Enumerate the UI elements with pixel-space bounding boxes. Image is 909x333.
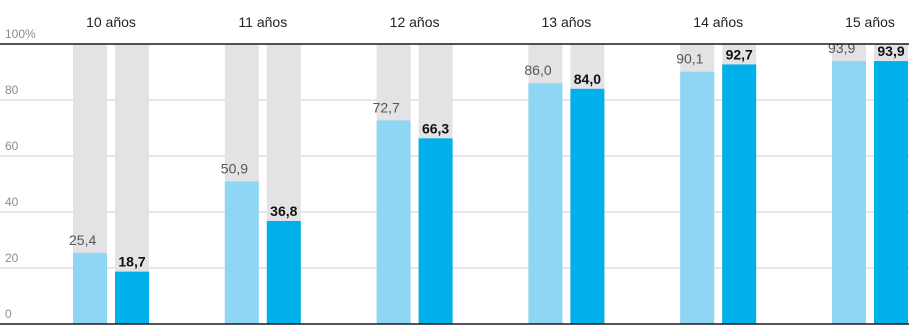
data-label-series-2: 84,0 [574, 71, 601, 87]
bar-series-2 [722, 64, 757, 324]
y-tick-label: 40 [5, 195, 19, 209]
y-tick-label: 80 [5, 83, 19, 97]
data-label-series-1: 93,9 [828, 40, 855, 56]
bar-series-1 [224, 181, 259, 324]
data-labels: 10 años 25,4 18,7 11 años 50,9 36,8 12 años 72,… [69, 14, 905, 270]
bar-series-2 [115, 271, 149, 324]
data-label-series-2: 92,7 [726, 46, 753, 62]
y-tick-label: 0 [5, 307, 12, 321]
bar-series-2 [418, 138, 453, 324]
data-label-series-2: 66,3 [422, 120, 449, 136]
category-label: 15 años [845, 14, 895, 30]
bars [73, 61, 908, 325]
y-tick-label: 60 [5, 139, 19, 153]
axes: 0 20 40 60 80 100% [0, 27, 909, 325]
bar-series-1 [376, 120, 411, 324]
category-label: 12 años [390, 14, 440, 30]
data-label-series-2: 93,9 [877, 43, 904, 59]
y-tick-label: 100% [5, 27, 36, 41]
category-label: 14 años [693, 14, 743, 30]
category-label: 11 años [238, 14, 287, 30]
bar-series-1 [528, 83, 563, 324]
data-label-series-1: 90,1 [676, 51, 703, 67]
data-label-series-1: 50,9 [221, 160, 248, 176]
category-label: 13 años [541, 14, 591, 30]
bar-series-1 [832, 61, 866, 325]
data-label-series-1: 86,0 [524, 62, 551, 78]
category-label: 10 años [86, 14, 136, 30]
bar-series-1 [73, 252, 107, 324]
data-label-series-2: 18,7 [118, 254, 145, 270]
data-label-series-1: 72,7 [373, 99, 400, 115]
bar-series-2 [266, 220, 301, 324]
y-tick-label: 20 [5, 251, 19, 265]
background-bars [73, 44, 908, 324]
data-label-series-1: 25,4 [69, 232, 96, 248]
bar-series-2 [570, 88, 605, 324]
data-label-series-2: 36,8 [270, 203, 297, 219]
bar-series-1 [680, 71, 715, 324]
bar-series-2 [874, 61, 908, 325]
grid-layer [0, 99, 909, 269]
